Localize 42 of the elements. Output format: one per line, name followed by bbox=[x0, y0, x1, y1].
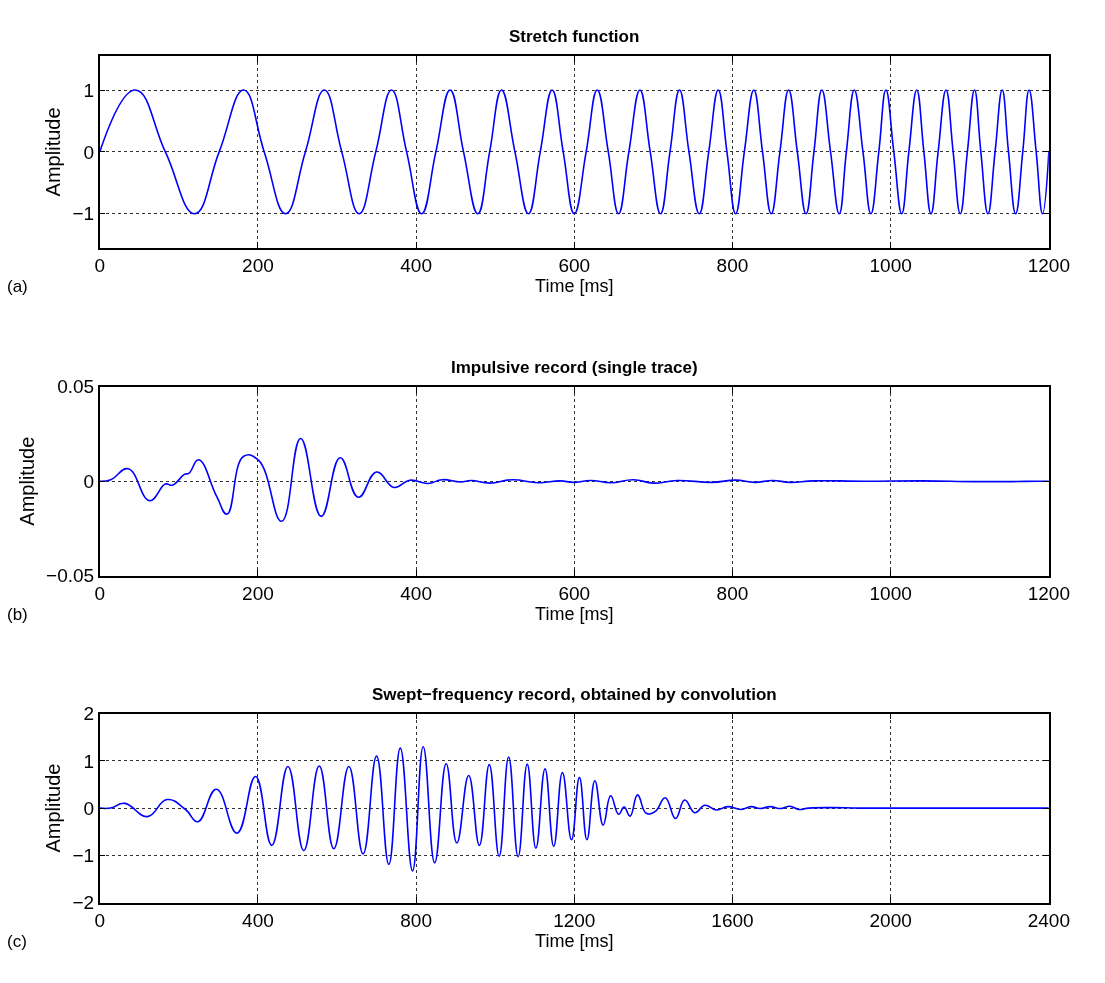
x-tick-label: 200 bbox=[242, 583, 274, 605]
text: (c) bbox=[7, 932, 27, 951]
y-axis-title: Amplitude bbox=[16, 436, 39, 526]
y-axis-title: Amplitude bbox=[42, 763, 65, 853]
y-tick-label: 1 bbox=[83, 750, 95, 772]
y-tick-label: 0 bbox=[83, 797, 95, 819]
y-tick-label: 2 bbox=[83, 703, 95, 725]
x-tick-label: 2400 bbox=[1027, 910, 1070, 932]
x-tick-label: 1600 bbox=[711, 910, 754, 932]
y-tick-label: 0.05 bbox=[57, 376, 95, 398]
x-axis-title: Time [ms] bbox=[535, 931, 614, 952]
y-tick-label: −2 bbox=[72, 892, 95, 914]
x-tick-label: 800 bbox=[400, 910, 432, 932]
x-tick-label: 1200 bbox=[1027, 583, 1070, 605]
x-tick-label: 600 bbox=[558, 583, 591, 605]
x-tick-label: 800 bbox=[716, 583, 749, 605]
chart-title: Swept−frequency record, obtained by convolution bbox=[372, 685, 777, 704]
x-tick-label: 400 bbox=[400, 583, 432, 605]
text: (a) bbox=[7, 277, 28, 296]
y-tick-label: 0 bbox=[83, 470, 95, 492]
line-series bbox=[99, 437, 1049, 523]
x-tick-label: 2000 bbox=[869, 910, 912, 932]
chart-title: Impulsive record (single trace) bbox=[451, 358, 698, 377]
y-tick-label: 1 bbox=[83, 79, 95, 101]
text: (b) bbox=[7, 605, 28, 624]
x-tick-label: 600 bbox=[558, 255, 591, 277]
x-axis-title: Time [ms] bbox=[535, 604, 614, 625]
x-tick-label: 200 bbox=[242, 255, 274, 277]
x-tick-label: 1200 bbox=[1027, 255, 1070, 277]
y-tick-label: −1 bbox=[72, 844, 95, 866]
x-tick-label: 400 bbox=[242, 910, 274, 932]
y-tick-label: −0.05 bbox=[46, 565, 95, 587]
x-axis-title: Time [ms] bbox=[535, 276, 614, 297]
x-tick-label: 800 bbox=[716, 255, 749, 277]
chart-title: Stretch function bbox=[509, 27, 640, 46]
y-tick-label: 0 bbox=[83, 141, 95, 163]
y-axis-title: Amplitude bbox=[42, 107, 65, 197]
y-tick-label: −1 bbox=[72, 203, 95, 225]
x-tick-label: 1200 bbox=[553, 910, 596, 932]
x-tick-label: 400 bbox=[400, 255, 432, 277]
x-tick-label: 1000 bbox=[869, 583, 912, 605]
x-tick-label: 1000 bbox=[869, 255, 912, 277]
